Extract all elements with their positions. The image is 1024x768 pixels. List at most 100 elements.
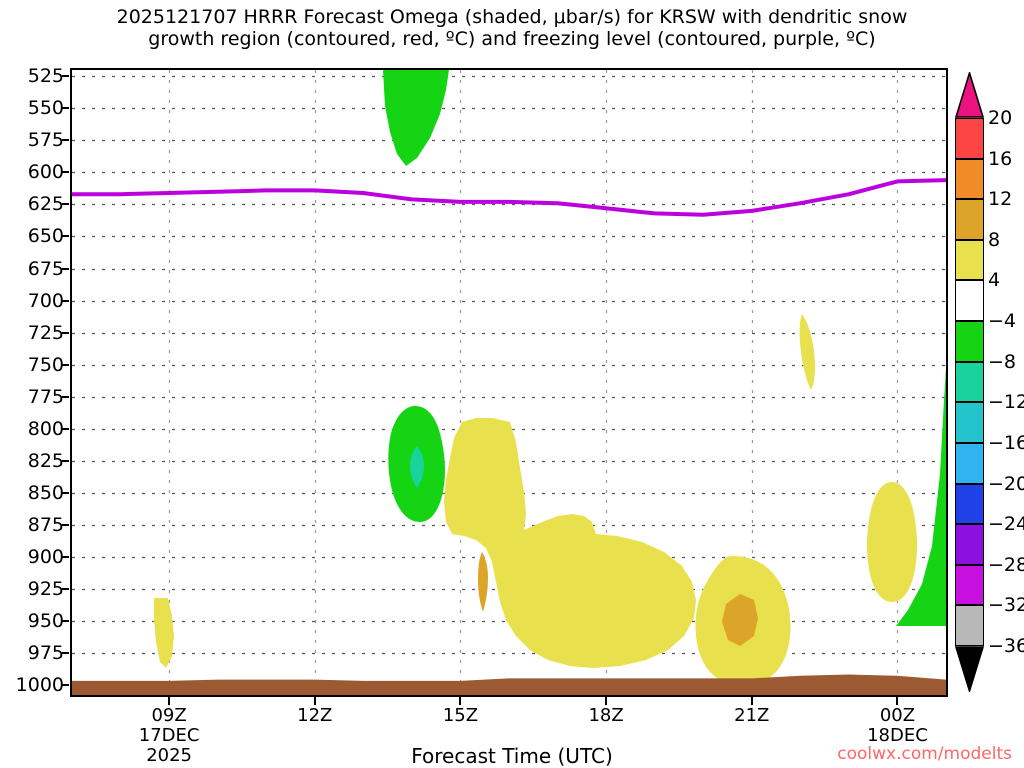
terrain-surface — [72, 674, 946, 695]
x-tick-date: 17DEC — [138, 725, 200, 746]
colorbar-tick-label: −4 — [988, 310, 1017, 333]
y-axis-tick — [62, 683, 69, 686]
title-line-1: 2025121707 HRRR Forecast Omega (shaded, … — [116, 6, 908, 28]
colorbar-segment — [955, 118, 984, 159]
watermark: coolwx.com/modelts — [837, 744, 1012, 764]
title-line-2: growth region (contoured, red, ºC) and f… — [148, 28, 876, 50]
y-axis-tick — [62, 619, 69, 622]
x-axis-tick — [750, 697, 753, 705]
y-axis-tick — [62, 267, 69, 270]
colorbar-tick-label: 20 — [988, 107, 1013, 129]
y-axis-tick — [62, 491, 69, 494]
omega-region-descent-core — [478, 552, 488, 612]
y-axis-tick-label: 750 — [27, 353, 64, 376]
colorbar-tick-label: −36 — [988, 635, 1024, 657]
x-axis-tick — [605, 697, 608, 705]
colorbar-segment — [955, 280, 984, 322]
x-axis-tick — [168, 697, 171, 705]
x-tick-hour: 12Z — [297, 705, 333, 726]
y-axis-tick — [62, 331, 69, 334]
x-axis-tick-label: 18Z — [588, 706, 623, 726]
y-axis-tick-label: 550 — [27, 97, 64, 120]
plot-canvas — [72, 70, 946, 695]
colorbar-tick-label: 4 — [988, 269, 1001, 292]
omega-region-end-pocket — [867, 482, 917, 602]
x-tick-hour: 21Z — [734, 705, 770, 726]
y-axis-tick-label: 625 — [27, 193, 64, 216]
y-axis-tick — [62, 555, 69, 558]
colorbar-tick-label: −32 — [988, 594, 1024, 617]
x-axis-tick-label: 15Z — [443, 706, 478, 726]
omega-region-mid-ascent-core — [410, 446, 424, 488]
x-axis-title: Forecast Time (UTC) — [411, 744, 613, 768]
y-axis-tick-label: 775 — [27, 385, 64, 408]
colorbar-segment — [955, 564, 984, 606]
y-axis-tick — [62, 171, 69, 174]
x-axis-tick-label: 00Z 18DEC — [867, 706, 928, 746]
y-axis-tick — [62, 203, 69, 206]
colorbar-tick-label: −12 — [988, 391, 1024, 414]
y-axis-tick-label: 600 — [27, 161, 64, 184]
y-axis-tick — [62, 651, 69, 654]
y-axis-tick-label: 850 — [27, 481, 64, 504]
omega-region-descent-band — [444, 418, 696, 668]
y-axis-tick — [62, 299, 69, 302]
omega-region-end-ascent — [896, 368, 946, 626]
x-axis-tick — [313, 697, 316, 705]
colorbar-segment — [955, 158, 984, 200]
y-axis-tick-label: 900 — [27, 545, 64, 568]
x-axis-tick — [459, 697, 462, 705]
x-axis-tick-label: 21Z — [734, 706, 769, 726]
colorbar-tick-label: 12 — [988, 188, 1013, 211]
y-axis-tick-label: 800 — [27, 417, 64, 440]
colorbar-segment — [955, 239, 984, 281]
colorbar-segment — [955, 321, 984, 362]
x-tick-hour: 18Z — [588, 705, 624, 726]
y-axis-tick — [62, 107, 69, 110]
x-axis-tick-label: 12Z — [297, 706, 332, 726]
y-axis: 525 550 575 600 625 650 675 700 725 750 775 800 825 8… — [0, 0, 69, 768]
y-axis-tick — [62, 459, 69, 462]
omega-region-late-descent-core — [722, 594, 758, 646]
chart-title: 2025121707 HRRR Forecast Omega (shaded, … — [0, 6, 1024, 50]
y-axis-tick-label: 700 — [27, 289, 64, 312]
x-tick-date: 18DEC — [867, 725, 928, 746]
colorbar-segment — [955, 199, 984, 240]
plot-area — [70, 68, 948, 697]
colorbar-tick-label: −24 — [988, 513, 1024, 536]
omega-region-early-pocket — [154, 598, 174, 668]
y-axis-tick-label: 875 — [27, 513, 64, 536]
y-axis-tick-label: 575 — [27, 129, 64, 152]
colorbar-segment — [955, 605, 984, 646]
colorbar-segment — [955, 402, 984, 443]
colorbar-tick-label: 16 — [988, 147, 1013, 170]
x-tick-hour: 00Z — [879, 705, 916, 726]
colorbar-tick-label: −16 — [988, 431, 1024, 454]
y-axis-tick-label: 975 — [27, 641, 64, 664]
y-axis-tick — [62, 75, 69, 78]
x-tick-hour: 15Z — [442, 705, 479, 726]
x-tick-year: 2025 — [146, 745, 193, 766]
y-axis-tick — [62, 235, 69, 238]
y-axis-tick-label: 725 — [27, 321, 64, 344]
x-axis-tick-label: 09Z 17DEC 2025 — [139, 706, 200, 766]
x-axis-tick — [896, 697, 899, 705]
colorbar: 20 16 12 8 4 −4 −8 −12 −16 −20 −24 −28 −32 −36 — [954, 70, 1024, 694]
colorbar-segment — [955, 361, 984, 403]
y-axis-tick — [62, 523, 69, 526]
y-axis-tick — [62, 427, 69, 430]
colorbar-segment — [955, 524, 984, 565]
freezing-level-line — [72, 178, 946, 217]
y-axis-tick-label: 925 — [27, 577, 64, 600]
colorbar-over-arrow — [954, 70, 985, 118]
omega-region-isolated-pocket — [799, 314, 815, 390]
y-axis-tick — [62, 587, 69, 590]
y-axis-tick-label: 1000 — [15, 673, 64, 696]
y-axis-tick — [62, 363, 69, 366]
y-axis-tick-label: 525 — [27, 65, 64, 88]
y-axis-tick-label: 950 — [27, 609, 64, 632]
omega-shading — [154, 70, 946, 686]
y-axis-tick-label: 675 — [27, 257, 64, 280]
